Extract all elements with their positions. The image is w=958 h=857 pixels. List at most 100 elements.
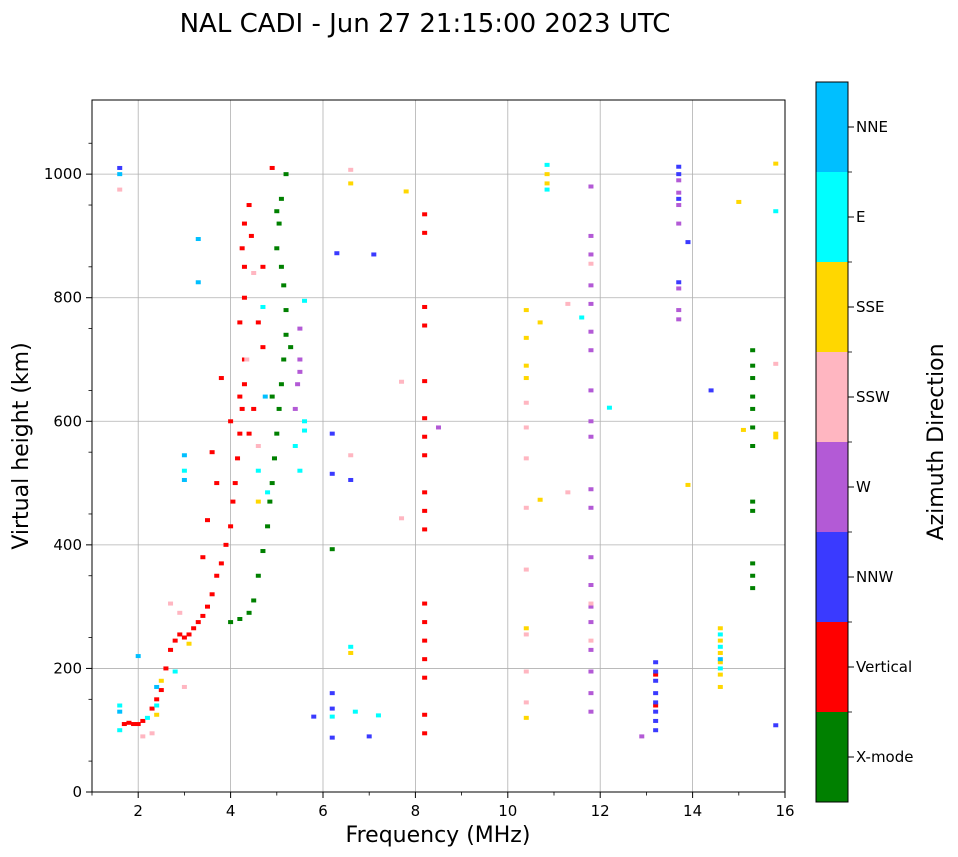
point-ssw (244, 357, 250, 362)
point-x-mode (750, 573, 756, 578)
point-x-mode (750, 444, 756, 448)
point-w (588, 709, 594, 714)
point-vertical (653, 672, 659, 677)
point-nnw (311, 714, 317, 719)
point-ssw (523, 505, 529, 510)
point-e (172, 669, 178, 674)
x-axis-label: Frequency (MHz) (346, 823, 531, 848)
point-w (588, 388, 594, 393)
point-x-mode (274, 431, 280, 436)
point-e (544, 162, 550, 167)
colorbar-label: NNW (856, 568, 893, 586)
point-sse (158, 678, 164, 683)
point-sse (685, 482, 691, 487)
point-vertical (131, 722, 137, 727)
point-nnw (676, 172, 682, 177)
point-x-mode (750, 499, 756, 504)
point-sse (717, 672, 723, 677)
point-nnw (653, 660, 659, 665)
point-vertical (241, 295, 247, 300)
point-x-mode (269, 481, 275, 486)
point-x-mode (274, 209, 280, 214)
point-e (117, 728, 123, 733)
point-ssw (251, 271, 257, 275)
point-e (255, 468, 261, 473)
y-tick-label: 800 (53, 289, 82, 307)
point-x-mode (276, 221, 282, 226)
point-x-mode (274, 246, 280, 251)
point-vertical (422, 731, 428, 736)
point-vertical (422, 712, 428, 717)
point-nne (717, 657, 723, 662)
point-ssw (168, 601, 174, 606)
x-tick-label: 2 (133, 802, 143, 820)
x-tick-label: 16 (775, 802, 794, 820)
point-sse (773, 431, 779, 436)
point-w (588, 620, 594, 625)
x-tick-label: 12 (591, 802, 610, 820)
point-vertical (248, 233, 254, 238)
point-ssw (399, 379, 405, 384)
point-nnw (334, 251, 340, 256)
point-sse (537, 497, 543, 502)
point-x-mode (260, 549, 266, 554)
colorbar-segment (816, 712, 848, 802)
point-w (588, 419, 594, 424)
colorbar-title: Azimuth Direction (924, 343, 949, 540)
point-e (260, 304, 266, 309)
point-ssw (255, 444, 261, 448)
point-w (676, 178, 682, 183)
point-e (717, 644, 723, 649)
point-w (436, 425, 441, 430)
point-vertical (237, 431, 243, 436)
point-e (302, 428, 308, 433)
point-nnw (329, 706, 335, 711)
point-x-mode (265, 524, 271, 529)
point-x-mode (276, 406, 282, 411)
point-e (375, 713, 381, 718)
x-tick-label: 14 (683, 802, 702, 820)
colorbar-segment (816, 622, 848, 712)
point-w (676, 286, 682, 291)
point-w (588, 329, 594, 334)
point-nnw (653, 691, 659, 696)
point-e (302, 298, 308, 303)
point-x-mode (750, 406, 756, 411)
point-vertical (200, 613, 206, 618)
point-vertical (195, 620, 201, 625)
x-axis-ticks: 2 4 6 8 10 12 14 16 (91, 792, 795, 820)
point-vertical (246, 431, 252, 436)
point-vertical (422, 323, 428, 328)
x-tick-label: 6 (318, 802, 328, 820)
point-x-mode (281, 357, 287, 362)
point-vertical (218, 376, 224, 381)
point-vertical (422, 416, 428, 421)
point-nnw (708, 388, 714, 393)
point-w (588, 233, 594, 238)
point-vertical (260, 345, 266, 350)
point-w (297, 357, 303, 362)
point-ssw (523, 567, 529, 572)
point-e (329, 714, 335, 719)
point-nne (117, 709, 123, 714)
point-vertical (422, 379, 428, 384)
point-sse (348, 181, 354, 186)
point-vertical (158, 688, 164, 693)
point-w (588, 669, 594, 674)
point-vertical (422, 230, 428, 235)
point-w (588, 555, 594, 560)
point-x-mode (246, 610, 252, 615)
point-vertical (241, 221, 247, 226)
point-vertical (269, 165, 275, 170)
point-w (588, 283, 594, 288)
point-x-mode (750, 425, 756, 430)
point-sse (537, 320, 543, 325)
point-vertical (223, 542, 229, 547)
point-e (717, 632, 723, 637)
point-vertical (168, 647, 174, 652)
point-w (588, 647, 594, 652)
point-sse (736, 199, 742, 204)
point-e (265, 490, 271, 495)
colorbar-segment (816, 352, 848, 442)
point-vertical (172, 638, 178, 643)
